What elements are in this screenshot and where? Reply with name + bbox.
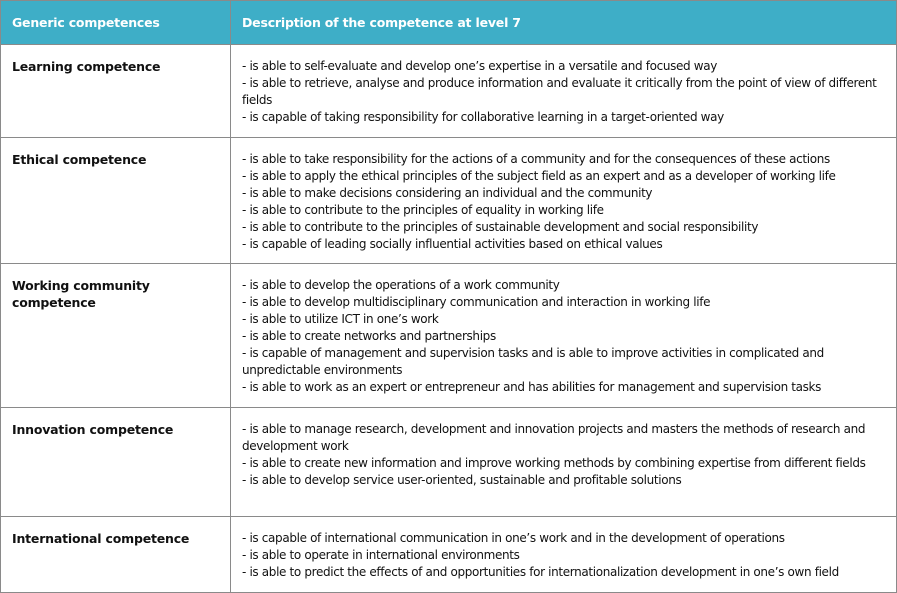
description-item: - is able to utilize ICT in one’s work xyxy=(242,312,439,326)
description-item: - is capable of taking responsibility fo… xyxy=(242,110,724,124)
table-row: Working community competence - is able to… xyxy=(0,263,897,408)
competence-description: - is able to develop the operations of a… xyxy=(230,263,897,408)
description-item: - is able to work as an expert or entrep… xyxy=(242,380,822,394)
competence-name: International competence xyxy=(0,516,231,593)
table-row: Innovation competence - is able to manage… xyxy=(0,407,897,517)
description-item: - is capable of management and supervisi… xyxy=(242,346,824,377)
table-row: International competence - is capable of … xyxy=(0,516,897,593)
description-item: - is capable of international communicat… xyxy=(242,531,785,545)
header-generic-competences: Generic competences xyxy=(0,0,231,45)
description-item: - is able to develop the operations of a… xyxy=(242,278,560,292)
description-item: - is able to apply the ethical principle… xyxy=(242,169,836,183)
description-item: - is able to make decisions considering … xyxy=(242,186,653,200)
competence-description: - is able to manage research, developmen… xyxy=(230,407,897,517)
competence-name: Innovation competence xyxy=(0,407,231,517)
description-item: - is capable of leading socially influen… xyxy=(242,237,663,251)
header-row: Generic competences Description of the c… xyxy=(0,0,897,45)
description-item: - is able to take responsibility for the… xyxy=(242,152,830,166)
description-item: - is able to self-evaluate and develop o… xyxy=(242,59,717,73)
description-item: - is able to manage research, developmen… xyxy=(242,422,866,453)
description-item: - is able to develop service user-orient… xyxy=(242,473,682,487)
competence-name: Working community competence xyxy=(0,263,231,408)
description-item: - is able to contribute to the principle… xyxy=(242,220,759,234)
table-row: Learning competence - is able to self-eva… xyxy=(0,44,897,138)
description-item: - is able to retrieve, analyse and produ… xyxy=(242,76,877,107)
competence-description: - is able to self-evaluate and develop o… xyxy=(230,44,897,138)
competence-description: - is capable of international communicat… xyxy=(230,516,897,593)
competence-description: - is able to take responsibility for the… xyxy=(230,137,897,264)
competence-name: Ethical competence xyxy=(0,137,231,264)
description-item: - is able to predict the effects of and … xyxy=(242,565,839,579)
description-item: - is able to contribute to the principle… xyxy=(242,203,604,217)
description-item: - is able to create networks and partner… xyxy=(242,329,496,343)
table-row: Ethical competence - is able to take resp… xyxy=(0,137,897,264)
description-item: - is able to operate in international en… xyxy=(242,548,520,562)
competence-name: Learning competence xyxy=(0,44,231,138)
header-description: Description of the competence at level 7 xyxy=(230,0,897,45)
description-item: - is able to create new information and … xyxy=(242,456,866,470)
description-item: - is able to develop multidisciplinary c… xyxy=(242,295,711,309)
